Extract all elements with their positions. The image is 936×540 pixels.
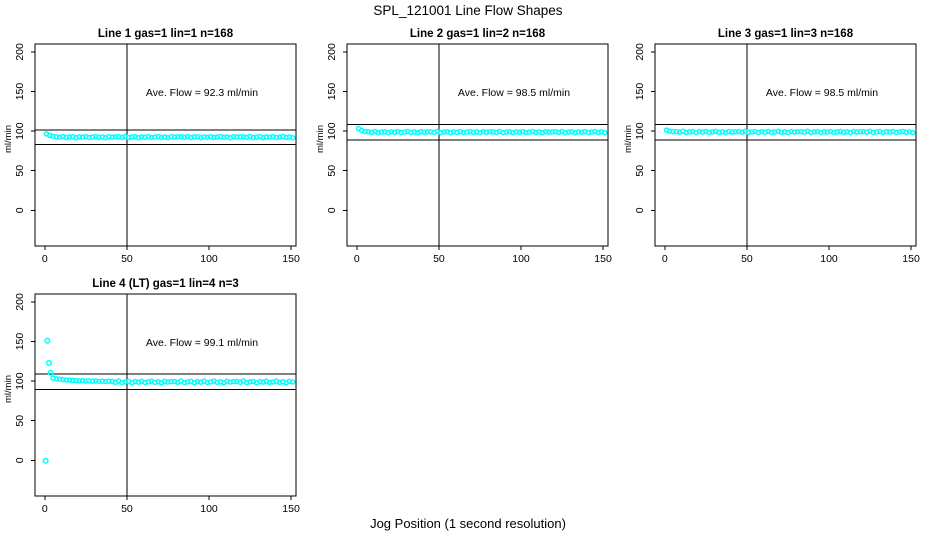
data-points — [43, 131, 296, 141]
y-axis-label: ml/min — [315, 125, 326, 153]
data-point — [44, 337, 51, 344]
x-tick-label: 150 — [282, 253, 300, 265]
y-tick-label: 50 — [14, 415, 26, 427]
y-tick-label: 0 — [634, 207, 646, 213]
y-tick-label: 200 — [14, 293, 26, 311]
ave-flow-annotation: Ave. Flow = 98.5 ml/min — [458, 87, 570, 99]
y-tick-label: 100 — [14, 122, 26, 140]
y-tick-label: 150 — [14, 333, 26, 351]
data-point — [289, 134, 296, 141]
y-axis-label: ml/min — [3, 375, 14, 403]
y-tick-label: 50 — [14, 165, 26, 177]
x-tick-label: 0 — [42, 253, 48, 265]
data-point — [289, 379, 296, 385]
panel-title: Line 3 gas=1 lin=3 n=168 — [718, 28, 854, 40]
panel-line-4: Line 4 (LT) gas=1 lin=4 n=3 0 50 100 150 0 50 1… — [3, 278, 300, 515]
panel-title: Line 2 gas=1 lin=2 n=168 — [410, 28, 546, 40]
ave-flow-annotation: Ave. Flow = 92.3 ml/min — [146, 87, 258, 99]
data-points — [663, 127, 916, 136]
y-tick-label: 0 — [326, 207, 338, 213]
data-point — [909, 129, 916, 136]
ave-flow-annotation: Ave. Flow = 98.5 ml/min — [766, 87, 878, 99]
x-tick-label: 100 — [820, 253, 838, 265]
x-tick-label: 50 — [121, 503, 133, 515]
data-point — [42, 457, 49, 464]
y-tick-label: 150 — [634, 83, 646, 101]
y-tick-label: 100 — [634, 122, 646, 140]
x-tick-label: 0 — [354, 253, 360, 265]
y-tick-label: 150 — [326, 83, 338, 101]
y-tick-label: 150 — [14, 83, 26, 101]
y-axis-label: ml/min — [623, 125, 634, 153]
data-point — [47, 369, 54, 376]
y-tick-label: 200 — [14, 43, 26, 61]
y-tick-label: 100 — [14, 372, 26, 390]
x-tick-label: 150 — [282, 503, 300, 515]
panel-line-3: Line 3 gas=1 lin=3 n=168 0 50 100 150 0 50 100 1… — [623, 28, 920, 265]
x-tick-label: 100 — [512, 253, 530, 265]
x-tick-label: 150 — [902, 253, 920, 265]
x-tick-label: 100 — [200, 503, 218, 515]
y-axis-label: ml/min — [3, 125, 14, 153]
ave-flow-annotation: Ave. Flow = 99.1 ml/min — [146, 337, 258, 349]
data-points — [355, 125, 608, 136]
y-tick-label: 0 — [14, 457, 26, 463]
x-tick-label: 100 — [200, 253, 218, 265]
x-axis-label: Jog Position (1 second resolution) — [370, 516, 566, 531]
y-tick-label: 50 — [634, 165, 646, 177]
x-tick-label: 50 — [433, 253, 445, 265]
x-tick-label: 0 — [662, 253, 668, 265]
x-tick-label: 50 — [741, 253, 753, 265]
plot-box — [34, 293, 297, 497]
y-tick-label: 50 — [326, 165, 338, 177]
panel-line-2: Line 2 gas=1 lin=2 n=168 0 50 100 150 0 50 100 1… — [315, 28, 612, 265]
y-tick-label: 0 — [14, 207, 26, 213]
data-points — [42, 337, 296, 464]
panel-title: Line 4 (LT) gas=1 lin=4 n=3 — [92, 278, 238, 290]
panel-title: Line 1 gas=1 lin=1 n=168 — [98, 28, 234, 40]
chart-title: SPL_121001 Line Flow Shapes — [373, 3, 563, 18]
panel-line-1: Line 1 gas=1 lin=1 n=168 0 50 100 150 0 50 100 1… — [3, 28, 300, 265]
y-tick-label: 200 — [326, 43, 338, 61]
plot-box — [346, 43, 609, 247]
y-tick-label: 100 — [326, 122, 338, 140]
data-point — [45, 359, 53, 366]
x-tick-label: 0 — [42, 503, 48, 515]
x-tick-label: 150 — [594, 253, 612, 265]
data-point — [601, 129, 608, 136]
x-tick-label: 50 — [121, 253, 133, 265]
y-tick-label: 200 — [634, 43, 646, 61]
plot-box — [654, 43, 917, 247]
